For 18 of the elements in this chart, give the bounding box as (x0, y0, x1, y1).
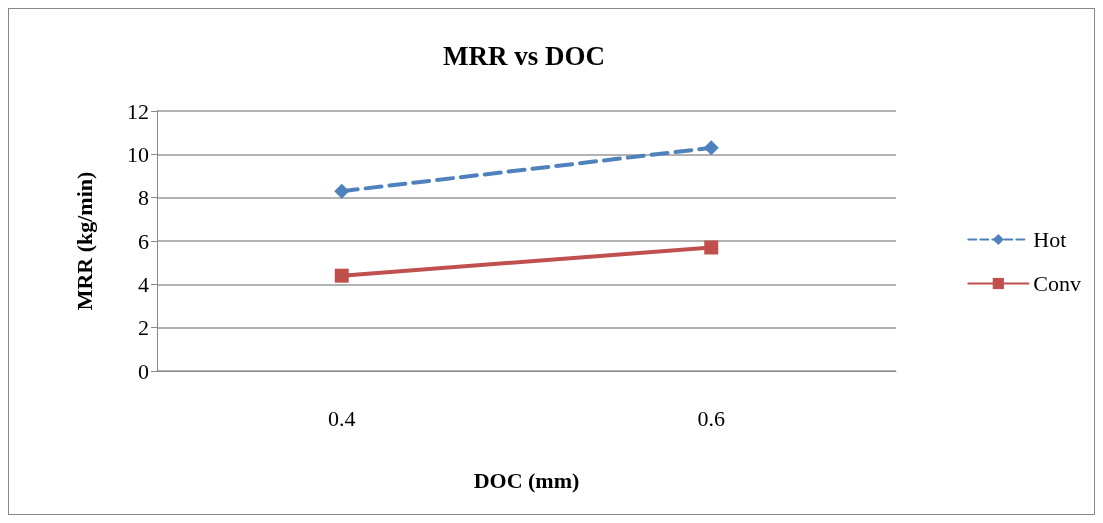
legend-label: Hot (1033, 227, 1067, 252)
legend-label: Conv (1033, 271, 1082, 296)
y-tick-label: 12 (127, 98, 149, 124)
y-tick-label: 4 (138, 271, 149, 297)
y-axis-title: MRR (kg/min) (71, 171, 97, 311)
chart-title: MRR vs DOC (443, 40, 605, 71)
point (704, 240, 719, 255)
y-tick-label: 8 (138, 185, 149, 211)
y-tick-label: 2 (138, 315, 149, 341)
y-tick-label: 10 (127, 141, 149, 167)
point (703, 140, 719, 156)
point (334, 183, 350, 199)
point (334, 268, 349, 283)
y-tick-label: 0 (138, 358, 149, 384)
x-axis-title: DOC (mm) (473, 467, 580, 493)
x-tick-label: 0.4 (328, 405, 356, 431)
x-tick-label: 0.6 (697, 405, 725, 431)
y-tick-label: 6 (138, 228, 149, 254)
